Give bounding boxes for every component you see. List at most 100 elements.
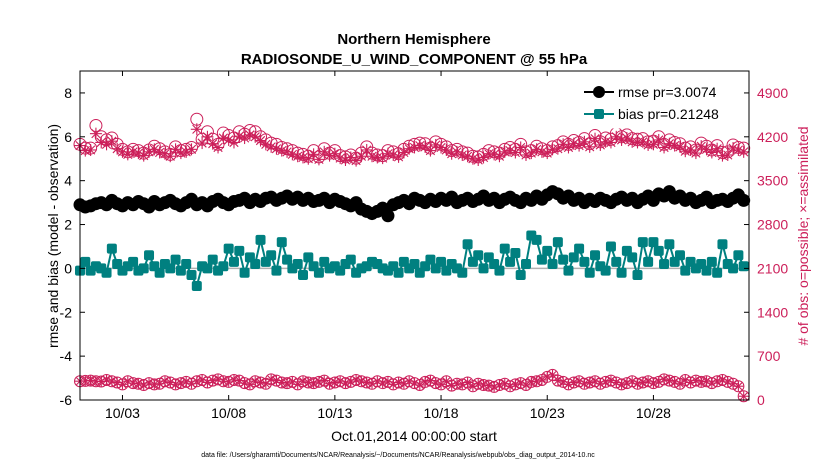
bias-point — [659, 259, 670, 270]
bias-point — [218, 261, 229, 272]
bias-point — [303, 252, 314, 263]
obs-assimilated-point — [355, 150, 368, 163]
legend-box — [579, 77, 743, 129]
bias-point — [106, 243, 117, 254]
x-tick-label: 10/13 — [317, 405, 352, 421]
obs-assimilated-point — [212, 141, 225, 154]
y-tick-label: 6 — [64, 129, 72, 145]
bias-point — [186, 269, 197, 280]
bias-point — [712, 267, 723, 278]
y-tick-label: 0 — [64, 260, 72, 276]
bias-point — [574, 243, 585, 254]
obs-assimilated-point — [164, 150, 177, 163]
bias-point — [653, 245, 664, 256]
y-right-tick-label: 700 — [757, 348, 781, 364]
bias-point — [531, 234, 542, 245]
footnote: data file: /Users/gharamti/Documents/NCA… — [201, 452, 595, 459]
bias-point — [733, 250, 744, 261]
bias-point — [505, 256, 516, 267]
obs-assimilated-point — [466, 152, 479, 165]
obs-assimilated-point — [583, 140, 596, 153]
bias-point — [738, 261, 749, 272]
bias-point — [165, 263, 176, 274]
bias-point — [202, 263, 213, 274]
bias-point — [616, 267, 627, 278]
obs-assimilated-point — [376, 152, 389, 165]
bias-point — [138, 263, 149, 274]
plot-frame — [79, 70, 750, 401]
bias-point — [643, 256, 654, 267]
y-tick-label: -4 — [60, 348, 73, 364]
obs-assimilated-point — [360, 143, 373, 156]
bias-point — [499, 243, 510, 254]
bias-point — [345, 254, 356, 265]
obs-assimilated-point — [190, 123, 203, 136]
bias-point — [584, 267, 595, 278]
bias-point — [547, 259, 558, 270]
obs-assimilated-point — [711, 142, 724, 155]
x-tick-label: 10/23 — [530, 405, 565, 421]
bias-point — [632, 269, 643, 280]
obs-assimilated-point — [732, 143, 745, 156]
obs-assimilated-point — [291, 150, 304, 163]
obs-assimilated-point — [127, 145, 140, 158]
bias-point — [590, 250, 601, 261]
bias-point — [228, 256, 239, 267]
y-tick-label: 8 — [64, 85, 72, 101]
legend: rmse pr=3.0074 bias pr=0.21248 — [579, 77, 743, 129]
obs-assimilated-point — [477, 151, 490, 164]
bias-point — [425, 254, 436, 265]
rmse-point — [381, 209, 395, 223]
y-right-tick-label: 0 — [757, 392, 765, 408]
bias-point — [600, 265, 611, 276]
bias-point — [154, 267, 165, 278]
obs-assimilated-point — [185, 143, 198, 156]
obs-assimilated-point — [312, 153, 325, 166]
obs-assimilated-point — [689, 147, 702, 160]
chart-title: Northern Hemisphere — [337, 31, 490, 48]
bias-point — [181, 259, 192, 270]
y-right-tick-label: 4900 — [757, 85, 788, 101]
bias-point — [648, 237, 659, 248]
legend-label-bias: bias pr=0.21248 — [618, 106, 719, 122]
obs-assimilated-point — [79, 144, 92, 157]
obs-assimilated-point — [514, 141, 527, 154]
x-tick-label: 10/03 — [105, 405, 140, 421]
y-right-tick-label: 2800 — [757, 217, 788, 233]
bias-point — [462, 239, 473, 250]
bias-point — [128, 256, 139, 267]
bias-point — [674, 250, 685, 261]
obs-assimilated-point — [201, 130, 214, 143]
obs-assimilated-point — [222, 133, 235, 146]
obs-bottom-cross — [536, 374, 547, 385]
obs-assimilated-point — [525, 147, 538, 160]
bias-point — [457, 267, 468, 278]
bias-point — [558, 254, 569, 265]
bias-point — [101, 267, 112, 278]
obs-assimilated-point — [705, 146, 718, 159]
bias-point — [717, 239, 728, 250]
bias-point — [664, 239, 675, 250]
bias-point — [292, 259, 303, 270]
obs-assimilated-point — [196, 137, 209, 150]
bias-point — [605, 241, 616, 252]
y-right-tick-label: 2100 — [757, 260, 788, 276]
y-axis-label: rmse and bias (model - observation) — [45, 124, 61, 348]
x-tick-label: 10/08 — [211, 405, 246, 421]
bias-point — [563, 265, 574, 276]
bias-point — [494, 265, 505, 276]
y-axis-right-label: # of obs: o=possible; ×=assimilated — [795, 126, 811, 345]
chart-subtitle: RADIOSONDE_U_WIND_COMPONENT @ 55 hPa — [241, 51, 588, 68]
bias-point — [473, 250, 484, 261]
bias-point — [611, 256, 622, 267]
bias-point — [706, 256, 717, 267]
series-layer — [73, 112, 751, 403]
obs-assimilated-point — [227, 136, 240, 149]
bias-point — [521, 259, 531, 270]
bias-point — [536, 254, 547, 265]
obs-assimilated-point — [737, 145, 750, 158]
bias-point — [552, 237, 563, 248]
legend-marker-rmse — [593, 86, 605, 98]
bias-point — [568, 252, 579, 263]
obs-assimilated-point — [419, 140, 432, 153]
